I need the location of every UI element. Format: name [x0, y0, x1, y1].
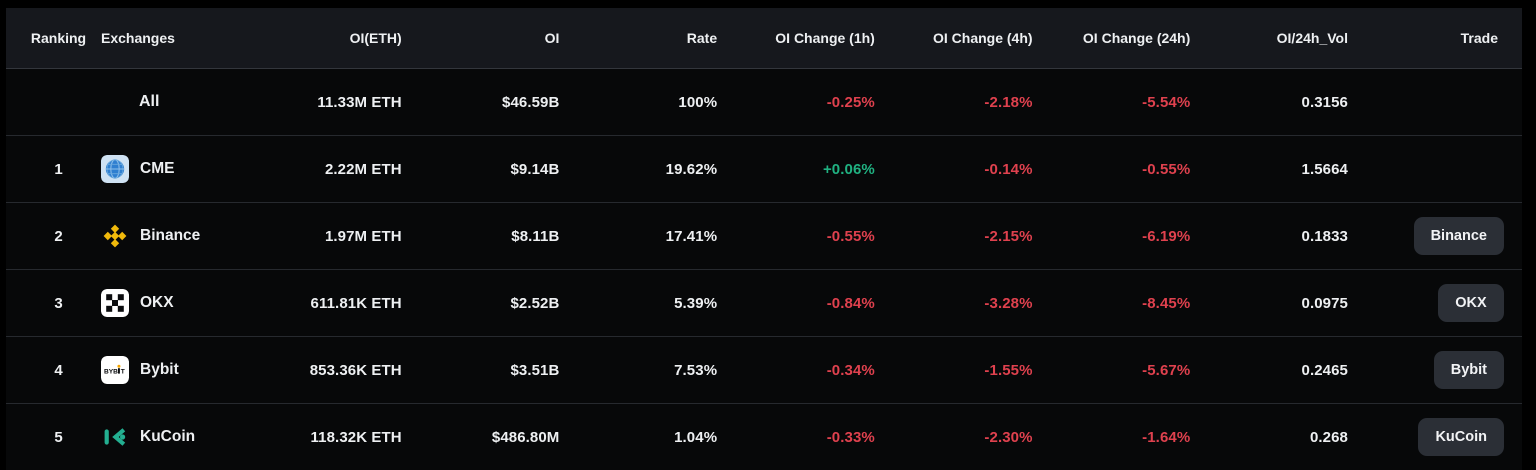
- oi-change-24h-cell: -1.64%: [1142, 428, 1191, 446]
- rate-cell: 17.41%: [665, 227, 718, 245]
- table-row-binance: 2 Binance 1.97M ETH $8.11B 17.41% -0.55%…: [6, 202, 1522, 269]
- open-interest-table: Ranking Exchanges OI(ETH) OI Rate OI Cha…: [6, 8, 1522, 470]
- exchange-cell-bybit[interactable]: BYB T Bybit: [101, 356, 266, 384]
- rate-cell: 5.39%: [674, 294, 718, 312]
- oi-24h-vol-cell: 0.3156: [1301, 93, 1348, 111]
- exchange-name: OKX: [140, 294, 174, 311]
- oi-24h-vol-cell: 0.268: [1309, 428, 1348, 446]
- oi-change-24h-cell: -5.67%: [1142, 361, 1191, 379]
- oi-change-4h-cell: -1.55%: [984, 361, 1033, 379]
- oi-24h-vol-cell: 0.0975: [1301, 294, 1348, 312]
- column-header-oi-24h-vol: OI/24h_Vol: [1276, 30, 1348, 46]
- binance-icon: [103, 224, 127, 248]
- oi-eth-cell: 1.97M ETH: [324, 227, 402, 245]
- oi-usd-cell: $9.14B: [510, 160, 560, 178]
- oi-change-24h-cell: -8.45%: [1142, 294, 1191, 312]
- oi-eth-cell: 2.22M ETH: [324, 160, 402, 178]
- oi-usd-cell: $8.11B: [511, 227, 560, 245]
- exchange-name: CME: [140, 160, 175, 177]
- oi-eth-cell: 118.32K ETH: [310, 428, 402, 446]
- svg-text:T: T: [121, 369, 125, 376]
- table-body: All 11.33M ETH $46.59B 100% -0.25% -2.18…: [6, 68, 1522, 470]
- column-header-rate: Rate: [686, 30, 718, 46]
- table-row-okx: 3 OKX 611.81K ETH $2.52B 5.39% -0.84%: [6, 269, 1522, 336]
- oi-24h-vol-cell: 0.2465: [1301, 361, 1348, 379]
- exchange-cell-cme[interactable]: CME: [101, 155, 266, 183]
- rank-cell: 2: [54, 227, 63, 245]
- table-row-cme: 1 CME 2.22M ETH $9.14B 19.62% +0.06% -0.…: [6, 135, 1522, 202]
- kucoin-icon: [104, 428, 126, 446]
- oi-change-1h-cell: -0.33%: [826, 428, 875, 446]
- trade-button-kucoin[interactable]: KuCoin: [1418, 418, 1504, 456]
- oi-usd-cell: $46.59B: [502, 93, 560, 111]
- svg-text:BYB: BYB: [104, 369, 118, 376]
- oi-eth-cell: 11.33M ETH: [317, 93, 402, 111]
- oi-usd-cell: $3.51B: [510, 361, 560, 379]
- column-header-oi: OI: [544, 30, 560, 46]
- column-header-trade: Trade: [1460, 30, 1498, 46]
- oi-change-1h-cell: -0.84%: [826, 294, 875, 312]
- rank-cell: 1: [54, 160, 63, 178]
- oi-change-4h-cell: -3.28%: [984, 294, 1033, 312]
- oi-change-1h-cell: -0.34%: [826, 361, 875, 379]
- column-header-ranking: Ranking: [30, 30, 87, 46]
- oi-change-1h-cell: +0.06%: [822, 160, 875, 178]
- cme-icon: [101, 155, 129, 183]
- exchange-cell-kucoin[interactable]: KuCoin: [101, 423, 266, 451]
- column-header-oi-change-1h: OI Change (1h): [775, 30, 875, 46]
- trade-button-binance[interactable]: Binance: [1413, 217, 1504, 255]
- oi-eth-cell: 611.81K ETH: [310, 294, 402, 312]
- exchange-cell-okx[interactable]: OKX: [101, 289, 266, 317]
- rate-cell: 7.53%: [674, 361, 718, 379]
- table-row-all: All 11.33M ETH $46.59B 100% -0.25% -2.18…: [6, 68, 1522, 135]
- rate-cell: 19.62%: [665, 160, 718, 178]
- oi-change-4h-cell: -2.15%: [984, 227, 1033, 245]
- exchange-name: Binance: [140, 227, 201, 244]
- exchange-cell-binance[interactable]: Binance: [101, 222, 266, 250]
- oi-change-24h-cell: -0.55%: [1142, 160, 1191, 178]
- column-header-oi-change-4h: OI Change (4h): [933, 30, 1033, 46]
- oi-usd-cell: $2.52B: [510, 294, 560, 312]
- exchange-name: KuCoin: [140, 428, 196, 445]
- oi-eth-cell: 853.36K ETH: [309, 361, 402, 379]
- oi-change-1h-cell: -0.55%: [826, 227, 875, 245]
- exchange-name: Bybit: [140, 361, 179, 378]
- oi-24h-vol-cell: 0.1833: [1301, 227, 1348, 245]
- rank-cell: 4: [54, 361, 63, 379]
- oi-24h-vol-cell: 1.5664: [1301, 160, 1348, 178]
- oi-change-24h-cell: -5.54%: [1142, 93, 1191, 111]
- trade-button-bybit[interactable]: Bybit: [1433, 351, 1504, 389]
- okx-icon: [101, 289, 129, 317]
- table-header-row: Ranking Exchanges OI(ETH) OI Rate OI Cha…: [6, 8, 1522, 68]
- rate-cell: 1.04%: [674, 428, 718, 446]
- column-header-oi-eth: OI(ETH): [349, 30, 402, 46]
- oi-change-1h-cell: -0.25%: [826, 93, 875, 111]
- column-header-oi-change-24h: OI Change (24h): [1082, 30, 1191, 46]
- bybit-icon: BYB T: [101, 356, 129, 384]
- oi-change-4h-cell: -2.30%: [984, 428, 1033, 446]
- table-row-bybit: 4 BYB T Bybit 853.36K ETH $3.51B 7.53% -…: [6, 336, 1522, 403]
- oi-usd-cell: $486.80M: [491, 428, 560, 446]
- rank-cell: 3: [54, 294, 63, 312]
- exchange-name-all: All: [139, 93, 160, 110]
- trade-button-okx[interactable]: OKX: [1437, 284, 1504, 322]
- oi-change-4h-cell: -0.14%: [984, 160, 1033, 178]
- oi-change-24h-cell: -6.19%: [1142, 227, 1191, 245]
- rank-cell: 5: [54, 428, 63, 446]
- rate-cell: 100%: [678, 93, 718, 111]
- column-header-exchanges: Exchanges: [101, 30, 175, 46]
- table-row-kucoin: 5 KuCoin 118.32K ETH $486.80M 1.04% -0.3…: [6, 403, 1522, 470]
- oi-change-4h-cell: -2.18%: [984, 93, 1033, 111]
